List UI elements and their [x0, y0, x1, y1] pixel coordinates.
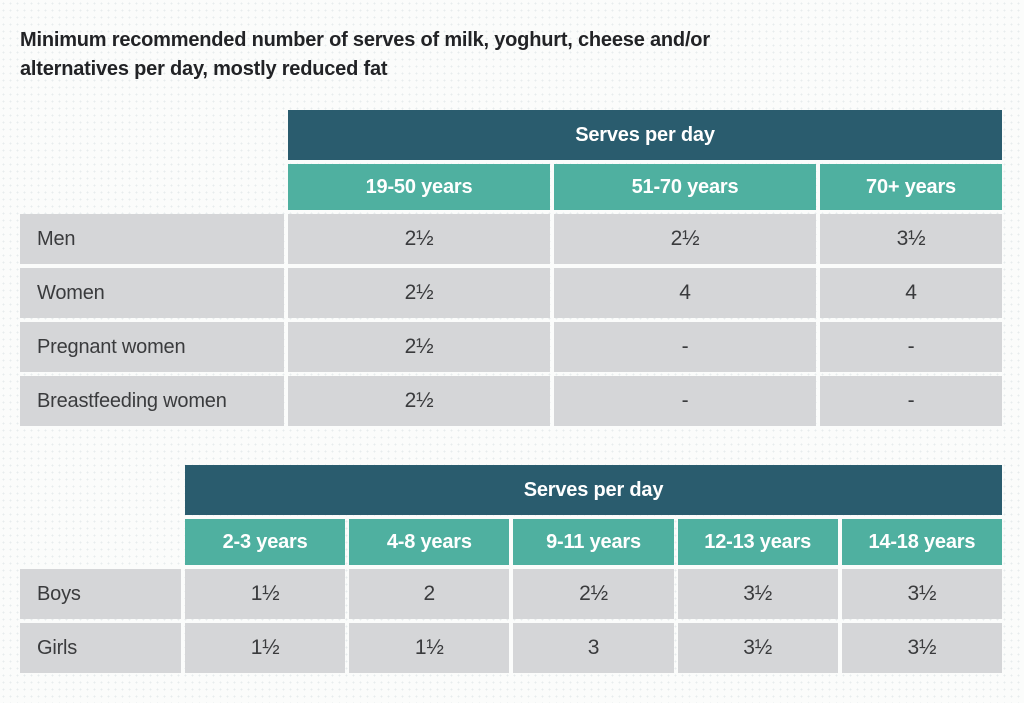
value-cell: 2½: [288, 214, 550, 264]
adults-serves-table: Serves per day 19-50 years 51-70 years 7…: [20, 110, 1002, 426]
row-label-breastfeeding-women: Breastfeeding women: [20, 376, 284, 426]
spacer: [20, 164, 284, 210]
value-cell: -: [820, 376, 1002, 426]
table-header-serves-per-day: Serves per day: [288, 110, 1002, 160]
value-cell: 2½: [288, 322, 550, 372]
column-header-12-13-years: 12-13 years: [677, 519, 838, 565]
spacer: [20, 519, 181, 565]
value-cell: -: [554, 322, 816, 372]
value-cell: 1½: [185, 623, 346, 673]
row-label-boys: Boys: [20, 569, 181, 619]
value-cell: 3½: [820, 214, 1002, 264]
value-cell: 4: [554, 268, 816, 318]
value-cell: 3½: [677, 569, 838, 619]
column-header-14-18-years: 14-18 years: [841, 519, 1002, 565]
row-label-men: Men: [20, 214, 284, 264]
column-header-4-8-years: 4-8 years: [349, 519, 510, 565]
value-cell: -: [554, 376, 816, 426]
value-cell: -: [820, 322, 1002, 372]
value-cell: 2½: [513, 569, 674, 619]
value-cell: 2½: [288, 268, 550, 318]
value-cell: 1½: [185, 569, 346, 619]
page-title: Minimum recommended number of serves of …: [20, 26, 960, 84]
value-cell: 2: [349, 569, 510, 619]
column-header-51-70-years: 51-70 years: [554, 164, 816, 210]
column-header-9-11-years: 9-11 years: [513, 519, 674, 565]
spacer: [20, 110, 284, 160]
value-cell: 3½: [677, 623, 838, 673]
row-label-girls: Girls: [20, 623, 181, 673]
page-title-line1: Minimum recommended number of serves of …: [20, 29, 710, 51]
value-cell: 1½: [349, 623, 510, 673]
column-header-2-3-years: 2-3 years: [185, 519, 346, 565]
page-title-line2: alternatives per day, mostly reduced fat: [20, 58, 388, 80]
value-cell: 4: [820, 268, 1002, 318]
value-cell: 3½: [841, 569, 1002, 619]
column-header-19-50-years: 19-50 years: [288, 164, 550, 210]
row-label-pregnant-women: Pregnant women: [20, 322, 284, 372]
row-label-women: Women: [20, 268, 284, 318]
value-cell: 2½: [554, 214, 816, 264]
value-cell: 3: [513, 623, 674, 673]
children-serves-table: Serves per day 2-3 years 4-8 years 9-11 …: [20, 465, 1002, 673]
spacer: [20, 465, 181, 515]
table-header-serves-per-day: Serves per day: [185, 465, 1002, 515]
value-cell: 2½: [288, 376, 550, 426]
value-cell: 3½: [841, 623, 1002, 673]
column-header-70-plus-years: 70+ years: [820, 164, 1002, 210]
